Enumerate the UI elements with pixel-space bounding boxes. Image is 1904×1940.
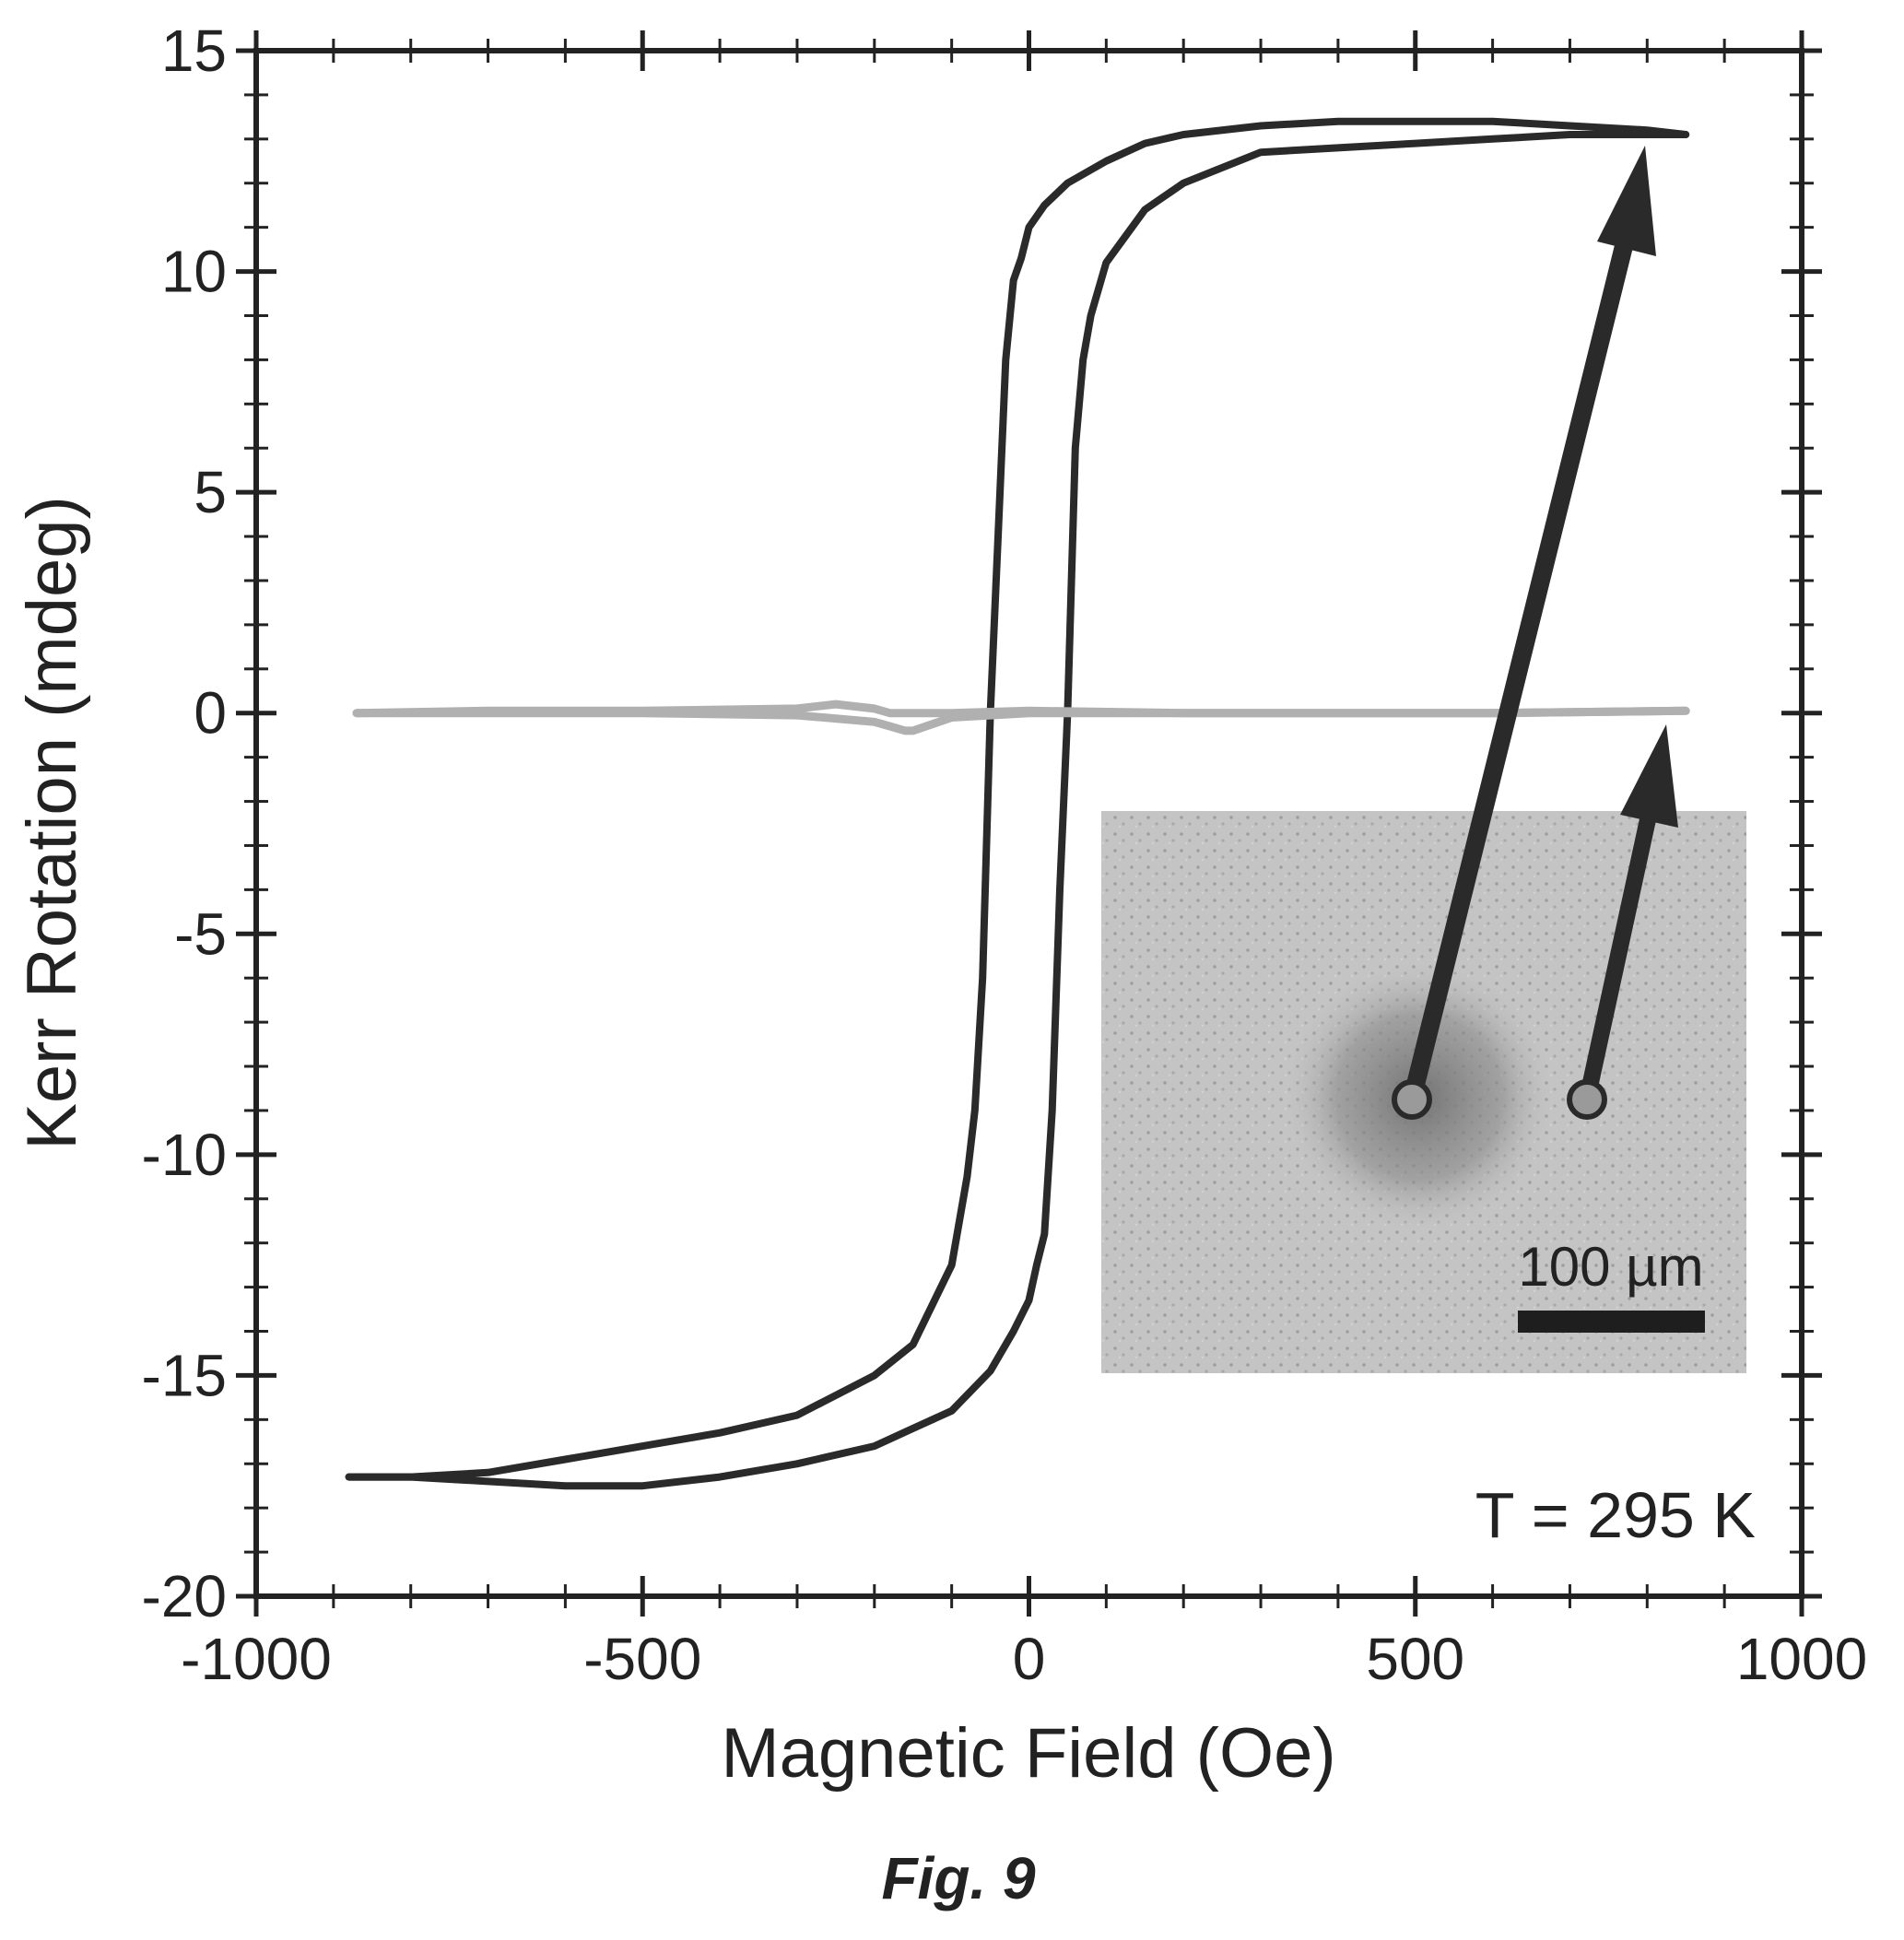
y-axis-title: Kerr Rotation (mdeg) [13, 496, 91, 1150]
arrowhead-loop [1597, 146, 1656, 256]
y-tick-label: 0 [194, 680, 227, 747]
probe-point-loop [1392, 1079, 1432, 1120]
x-axis-tick-labels: -1000 -500 0 500 1000 [181, 1626, 1867, 1692]
x-tick-label: -500 [583, 1626, 701, 1692]
y-tick-label: -5 [174, 900, 227, 967]
arrowhead-flat [1620, 724, 1678, 828]
y-tick-label: -20 [142, 1563, 228, 1629]
x-tick-label: 1000 [1736, 1626, 1867, 1692]
x-axis-ticks [253, 30, 1804, 1617]
y-tick-label: 5 [194, 459, 227, 525]
x-tick-label: 0 [1013, 1626, 1046, 1692]
axes: -1000 -500 0 500 1000 -20 -15 -10 -5 0 5 10 15 [142, 18, 1868, 1692]
inset-arrows [1392, 146, 1678, 1120]
y-axis-ticks [236, 48, 1822, 1599]
probe-point-flat [1567, 1079, 1607, 1120]
scale-bar [1518, 1311, 1705, 1333]
x-tick-label: -1000 [181, 1626, 332, 1692]
y-axis-tick-labels: -20 -15 -10 -5 0 5 10 15 [142, 18, 228, 1629]
y-tick-label: 15 [161, 18, 227, 84]
series-line-1 [345, 117, 1690, 1481]
x-tick-label: 500 [1366, 1626, 1464, 1692]
temperature-annotation: T = 295 K [1475, 1479, 1756, 1551]
x-axis-title: Magnetic Field (Oe) [721, 1714, 1335, 1793]
y-tick-label: -15 [142, 1342, 228, 1408]
series-line-4 [352, 706, 1690, 735]
scale-bar-label: 100 µm [1518, 1236, 1703, 1298]
y-tick-label: -10 [142, 1122, 228, 1188]
series-group [345, 117, 1690, 1490]
y-tick-label: 10 [161, 239, 227, 305]
arrow-shaft-flat [1579, 803, 1658, 1108]
arrow-shaft-loop [1403, 226, 1636, 1109]
figure-caption: Fig. 9 [881, 1845, 1036, 1911]
series-line-2 [345, 131, 1690, 1490]
